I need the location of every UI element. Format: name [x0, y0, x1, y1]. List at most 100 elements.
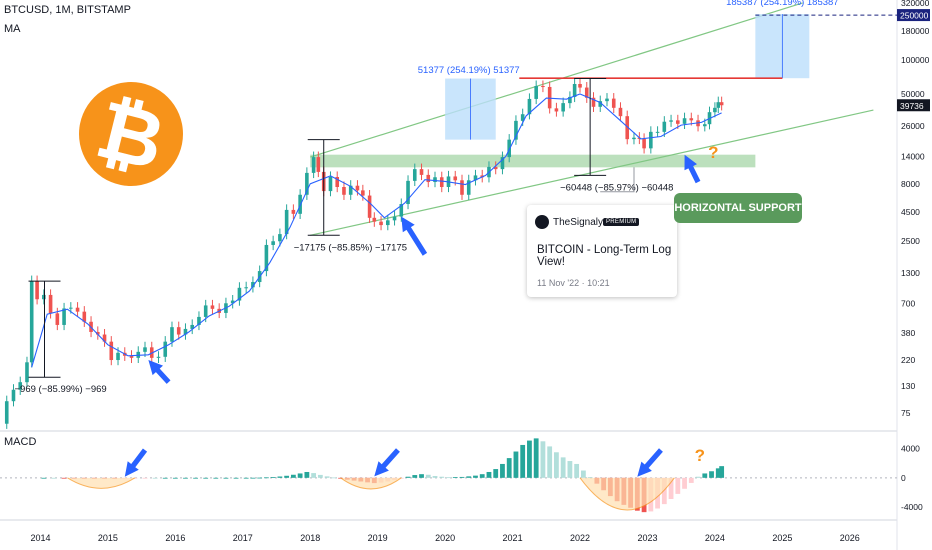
macd-bar — [554, 452, 559, 478]
candle-body — [642, 138, 646, 149]
macd-bar — [425, 474, 431, 478]
candle-body — [689, 118, 694, 121]
price-tick-label: 14000 — [901, 151, 925, 161]
candle-body — [534, 86, 538, 99]
candle-body — [116, 352, 120, 361]
macd-bar — [682, 477, 687, 489]
price-tick-label: 700 — [901, 298, 915, 308]
ma-line — [31, 93, 722, 368]
price-tick-label: 8000 — [901, 179, 920, 189]
macd-bar — [527, 440, 532, 478]
candle-body — [197, 316, 201, 325]
candle-body — [62, 308, 66, 325]
decline-label: −60448 (−85.97%) −60448 — [560, 182, 673, 193]
candle-body — [618, 107, 623, 117]
idea-card[interactable]: TheSignalyst PREMIUM BITCOIN - Long-Term… — [527, 205, 677, 297]
candle-body — [386, 220, 390, 226]
macd-bar — [688, 477, 694, 483]
year-tick-label: 2026 — [840, 533, 860, 543]
blue-arrow-icon — [148, 360, 171, 384]
candle-body — [42, 294, 46, 300]
macd-bar — [533, 438, 539, 478]
macd-bar — [500, 463, 505, 478]
candle-body — [95, 331, 100, 335]
premium-badge: PREMIUM — [603, 218, 640, 226]
macd-bar — [183, 477, 188, 479]
candle-body — [473, 175, 478, 181]
candle-body — [284, 209, 289, 235]
symbol-header: BTCUSD, 1M, BITSTAMP — [4, 4, 131, 16]
candle-body — [210, 305, 215, 309]
year-tick-label: 2025 — [772, 533, 792, 543]
year-tick-label: 2019 — [368, 533, 388, 543]
bottom-bowl — [579, 477, 675, 511]
macd-bar — [317, 474, 323, 478]
bitcoin-logo-icon: ₿ — [79, 82, 183, 188]
year-tick-label: 2020 — [435, 533, 455, 543]
candle-body — [392, 216, 397, 221]
macd-bar — [51, 477, 57, 479]
candle-body — [48, 294, 53, 314]
macd-bar — [479, 474, 485, 478]
candle-body — [578, 83, 582, 88]
candle-body — [399, 204, 404, 217]
year-tick-label: 2015 — [98, 533, 118, 543]
macd-bar — [162, 477, 168, 479]
candle-body — [163, 341, 168, 357]
candle-body — [713, 107, 717, 113]
price-tick-label: 320000 — [901, 0, 930, 8]
candle-body — [514, 120, 518, 140]
candle-body — [264, 244, 269, 272]
candle-body — [102, 334, 107, 342]
candle-body — [406, 180, 410, 205]
macd-label: MACD — [4, 436, 37, 448]
gain-label: 51377 (254.19%) 51377 — [418, 65, 520, 76]
year-tick-label: 2016 — [165, 533, 185, 543]
macd-bar — [520, 444, 526, 478]
candle-body — [335, 176, 340, 188]
publisher-name: TheSignalyst — [553, 217, 611, 228]
macd-bar — [567, 461, 573, 478]
macd-bar — [311, 473, 317, 478]
candle-body — [682, 118, 687, 124]
idea-title: BITCOIN - Long-Term Log View! — [537, 244, 672, 268]
price-tick-label: 75 — [901, 408, 911, 418]
price-badge — [897, 99, 930, 112]
macd-bar — [152, 477, 158, 479]
candle-body — [419, 169, 424, 175]
candle-body — [244, 287, 248, 289]
blue-arrow-icon — [684, 154, 701, 184]
macd-bar — [223, 477, 229, 479]
candle-body — [591, 97, 596, 107]
candle-body — [433, 177, 437, 183]
candle-body — [176, 327, 181, 335]
candle-body — [379, 221, 383, 226]
candle-body — [662, 121, 667, 132]
bitcoin-circle — [79, 82, 183, 186]
price-tick-label: 100000 — [901, 55, 930, 65]
macd-bar — [560, 457, 566, 478]
price-tick-label: 50000 — [901, 89, 925, 99]
candle-body — [493, 166, 498, 170]
candle-body — [572, 83, 577, 97]
macd-bar — [439, 476, 445, 478]
idea-date: 11 Nov '22 · 10:21 — [537, 278, 610, 288]
candle-body — [328, 176, 333, 192]
macd-bar — [257, 477, 263, 479]
macd-bar — [709, 471, 714, 478]
macd-bar — [405, 476, 411, 478]
candle-body — [18, 382, 23, 390]
macd-bar — [290, 474, 296, 478]
macd-bar — [661, 477, 667, 505]
macd-bar — [432, 476, 438, 478]
candle-body — [190, 324, 195, 329]
price-tick-label: 2500 — [901, 236, 920, 246]
macd-bar — [297, 473, 303, 478]
candle-body — [426, 174, 431, 183]
macd-tick-label: 0 — [901, 473, 906, 483]
candle-body — [439, 177, 444, 188]
year-tick-label: 2017 — [233, 533, 253, 543]
price-tick-label: 180000 — [901, 26, 930, 36]
macd-blue-arrow-icon — [124, 448, 148, 477]
